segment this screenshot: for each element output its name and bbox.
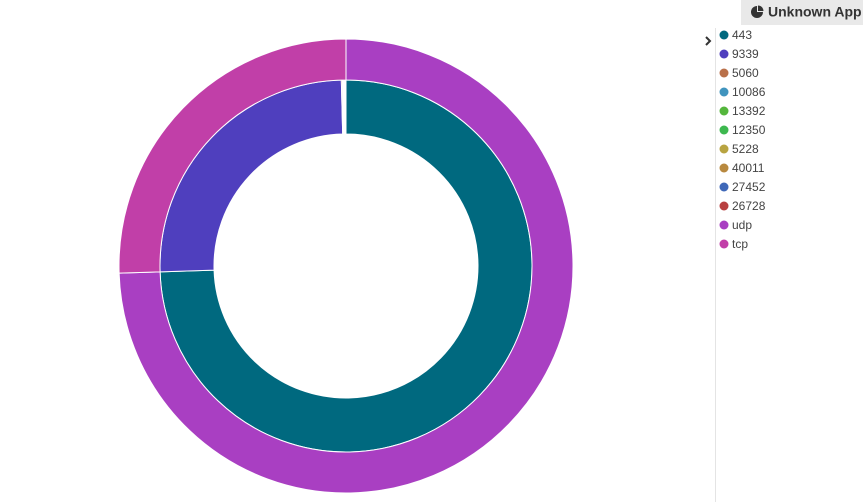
legend-swatch [719,30,729,40]
legend-label[interactable]: 5228 [732,142,759,156]
legend-label[interactable]: 12350 [732,123,766,137]
legend-swatch [719,125,729,135]
legend-swatch [719,201,729,211]
legend-label[interactable]: 443 [732,28,752,42]
legend-label[interactable]: 9339 [732,47,759,61]
collapse-toggle[interactable] [705,36,712,46]
pie-icon [751,5,764,18]
legend-label[interactable]: 27452 [732,180,766,194]
legend-label[interactable]: 40011 [732,161,765,175]
legend-swatch [719,239,729,249]
legend-label[interactable]: 13392 [732,104,766,118]
legend-label[interactable]: udp [732,218,752,232]
legend-swatch [719,106,729,116]
chart-title[interactable]: Unknown App [768,4,862,20]
legend-swatch [719,87,729,97]
legend-label[interactable]: tcp [732,237,748,251]
legend-swatch [719,68,729,78]
legend-swatch [719,220,729,230]
slice[interactable] [118,38,347,274]
slice[interactable] [118,38,574,494]
legend-swatch [719,49,729,59]
legend-label[interactable]: 26728 [732,199,766,213]
legend-label[interactable]: 10086 [732,85,766,99]
legend-swatch [719,182,729,192]
legend-swatch [719,163,729,173]
legend-swatch [719,144,729,154]
legend-label[interactable]: 5060 [732,66,759,80]
